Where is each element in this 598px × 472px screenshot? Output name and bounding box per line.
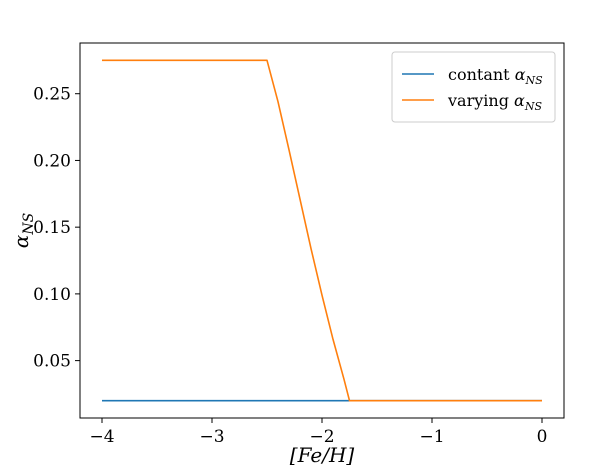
y-tick-label: 0.05 <box>33 352 71 372</box>
series-line-1 <box>102 59 542 402</box>
x-tick-label: −2 <box>309 427 334 447</box>
y-tick-label: 0.10 <box>33 285 71 305</box>
y-tick-label: 0.20 <box>33 151 71 171</box>
plot-area <box>102 59 542 402</box>
x-axis: −4 −3 −2 −1 0 <box>89 418 547 447</box>
x-tick-label: −3 <box>199 427 224 447</box>
x-axis-label: [Fe/H] <box>290 443 355 467</box>
x-tick-label: −4 <box>89 427 114 447</box>
x-tick-label: 0 <box>537 427 548 447</box>
y-axis-label-symbol: α <box>9 234 33 248</box>
legend-label-1: varying αNS <box>447 91 542 113</box>
y-tick-label: 0.25 <box>33 85 71 105</box>
y-axis-label: αNS <box>9 213 37 248</box>
legend: contant αNS varying αNS <box>391 51 556 123</box>
x-tick-label: −1 <box>419 427 444 447</box>
legend-box <box>391 51 556 123</box>
legend-label-0: contant αNS <box>448 65 543 87</box>
y-axis-label-subscript: NS <box>21 213 37 236</box>
y-tick-label: 0.15 <box>33 218 71 238</box>
y-axis: 0.05 0.10 0.15 0.20 0.25 <box>33 85 80 372</box>
